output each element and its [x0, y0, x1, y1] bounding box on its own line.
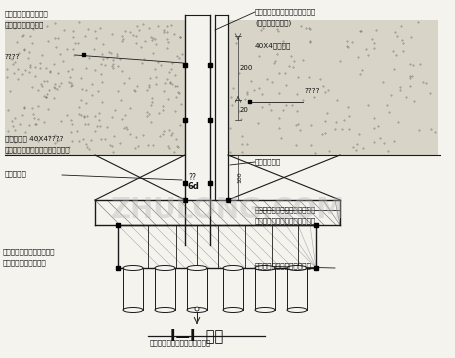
Bar: [314, 223, 318, 227]
Bar: [5, 20, 185, 155]
Text: 桃内纵向钉筋: 桃内纵向钉筋: [255, 158, 281, 165]
Text: 须与暗梁引下线焦接: 须与暗梁引下线焦接: [5, 21, 45, 28]
Text: (作防雷接地极用): (作防雷接地极用): [255, 19, 291, 26]
Text: 地池引出多与桃内纵向钉筋弊接: 地池引出多与桃内纵向钉筋弊接: [255, 8, 316, 15]
Bar: [183, 181, 187, 185]
Ellipse shape: [187, 308, 207, 313]
Text: 200: 200: [240, 65, 253, 71]
Bar: [314, 266, 318, 270]
Circle shape: [195, 307, 199, 311]
Text: 6d: 6d: [188, 182, 200, 191]
Text: 接地连接条 40X4????: 接地连接条 40X4????: [5, 135, 64, 142]
Text: ????: ????: [305, 88, 320, 94]
Text: 至设备保安天接地组（联合接地）: 至设备保安天接地组（联合接地）: [5, 146, 71, 153]
Bar: [183, 118, 187, 122]
Bar: [183, 198, 187, 202]
Text: I—I  剑面: I—I 剑面: [170, 328, 223, 343]
Bar: [82, 53, 85, 56]
Bar: [248, 100, 251, 103]
Ellipse shape: [287, 266, 307, 271]
Ellipse shape: [155, 308, 175, 313]
Ellipse shape: [255, 266, 275, 271]
Bar: [208, 118, 212, 122]
Text: 钉筋与暗梁引下线捥接: 钉筋与暗梁引下线捥接: [3, 259, 47, 266]
Text: 利用框底桰钢筋件做自然接地体: 利用框底桰钢筋件做自然接地体: [150, 339, 211, 345]
Text: 基础层两条面各加一条附加: 基础层两条面各加一条附加: [3, 248, 56, 255]
Text: 靠近引出线的两个箋节: 靠近引出线的两个箋节: [5, 10, 49, 16]
Ellipse shape: [123, 266, 143, 271]
Bar: [208, 63, 212, 67]
Text: 100: 100: [237, 171, 242, 183]
Ellipse shape: [255, 308, 275, 313]
Text: ????: ????: [5, 54, 20, 60]
Bar: [228, 20, 438, 155]
Bar: [208, 181, 212, 185]
Text: 40X4镀锡扁钉: 40X4镀锡扁钉: [255, 42, 291, 49]
Ellipse shape: [287, 308, 307, 313]
Text: 20: 20: [240, 107, 249, 113]
Text: ??: ??: [188, 173, 196, 182]
Ellipse shape: [155, 266, 175, 271]
Ellipse shape: [187, 266, 207, 271]
Bar: [116, 266, 120, 270]
Text: 与承台底筋（不少于三处）弊接: 与承台底筋（不少于三处）弊接: [255, 217, 316, 224]
Bar: [183, 63, 187, 67]
Ellipse shape: [223, 266, 243, 271]
Bar: [226, 198, 230, 202]
Ellipse shape: [223, 308, 243, 313]
Text: 基础层面筋: 基础层面筋: [5, 170, 27, 176]
Ellipse shape: [123, 308, 143, 313]
Bar: [116, 223, 120, 227]
Text: 暗装引下线（二条纵向主钉筋）: 暗装引下线（二条纵向主钉筋）: [255, 206, 316, 213]
Text: ZHULONG.COM: ZHULONG.COM: [111, 196, 345, 224]
Text: 桩钉筋均须与桅基台钉筋弊接: 桩钉筋均须与桅基台钉筋弊接: [255, 262, 312, 268]
